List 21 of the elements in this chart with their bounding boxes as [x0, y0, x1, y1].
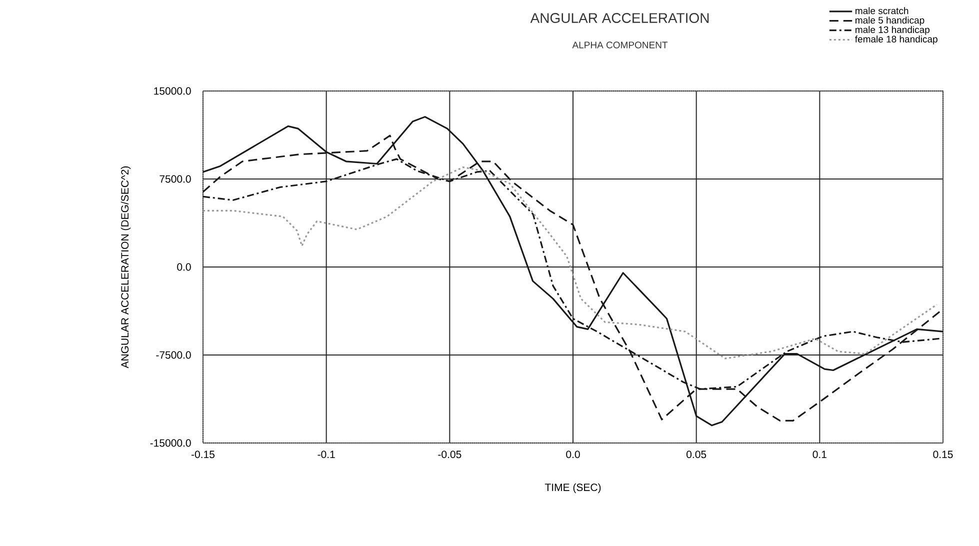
legend-label: male 5 handicap [856, 16, 924, 26]
y-tick-label: 15000.0 [154, 87, 191, 95]
y-tick-label: -15000.0 [150, 439, 191, 447]
x-axis-title: TIME (SEC) [544, 483, 601, 494]
chart-title: ANGULAR ACCELERATION [530, 13, 709, 23]
x-tick-label: 0.0 [566, 450, 580, 458]
x-tick-label: 0.15 [933, 450, 953, 458]
y-tick-label: -7500.0 [156, 351, 191, 359]
legend-label: male 13 handicap [856, 26, 930, 35]
x-tick-label: 0.1 [812, 450, 826, 458]
x-tick-label: -0.15 [192, 450, 215, 458]
chart-subtitle: ALPHA COMPONENT [572, 42, 668, 48]
legend-label: female 18 handicap [855, 36, 938, 44]
x-tick-label: -0.1 [318, 450, 335, 458]
y-axis-title: ANGULAR ACCELERATION (DEG/SEC^2) [120, 166, 131, 368]
legend-label: male scratch [856, 7, 908, 14]
x-tick-label: -0.05 [438, 450, 462, 458]
y-tick-label: 7500.0 [160, 175, 191, 183]
line-series [203, 166, 938, 360]
y-tick-label: 0.0 [177, 263, 191, 271]
x-tick-label: 0.05 [686, 450, 706, 458]
